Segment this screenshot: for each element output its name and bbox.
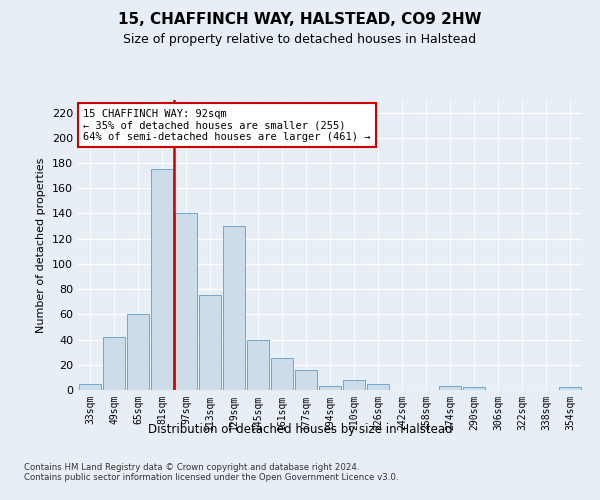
Text: 15, CHAFFINCH WAY, HALSTEAD, CO9 2HW: 15, CHAFFINCH WAY, HALSTEAD, CO9 2HW bbox=[118, 12, 482, 28]
Bar bbox=[175, 214, 197, 390]
Bar bbox=[439, 386, 461, 390]
Bar bbox=[559, 388, 581, 390]
Text: 15 CHAFFINCH WAY: 92sqm
← 35% of detached houses are smaller (255)
64% of semi-d: 15 CHAFFINCH WAY: 92sqm ← 35% of detache… bbox=[83, 108, 371, 142]
Y-axis label: Number of detached properties: Number of detached properties bbox=[37, 158, 46, 332]
Bar bbox=[103, 337, 125, 390]
Bar bbox=[295, 370, 317, 390]
Bar bbox=[343, 380, 365, 390]
Bar bbox=[247, 340, 269, 390]
Bar bbox=[463, 388, 485, 390]
Bar bbox=[79, 384, 101, 390]
Bar bbox=[127, 314, 149, 390]
Bar bbox=[151, 170, 173, 390]
Bar bbox=[223, 226, 245, 390]
Bar bbox=[367, 384, 389, 390]
Bar bbox=[199, 296, 221, 390]
Text: Size of property relative to detached houses in Halstead: Size of property relative to detached ho… bbox=[124, 32, 476, 46]
Text: Distribution of detached houses by size in Halstead: Distribution of detached houses by size … bbox=[148, 422, 452, 436]
Bar bbox=[271, 358, 293, 390]
Bar bbox=[319, 386, 341, 390]
Text: Contains HM Land Registry data © Crown copyright and database right 2024.
Contai: Contains HM Land Registry data © Crown c… bbox=[24, 462, 398, 482]
